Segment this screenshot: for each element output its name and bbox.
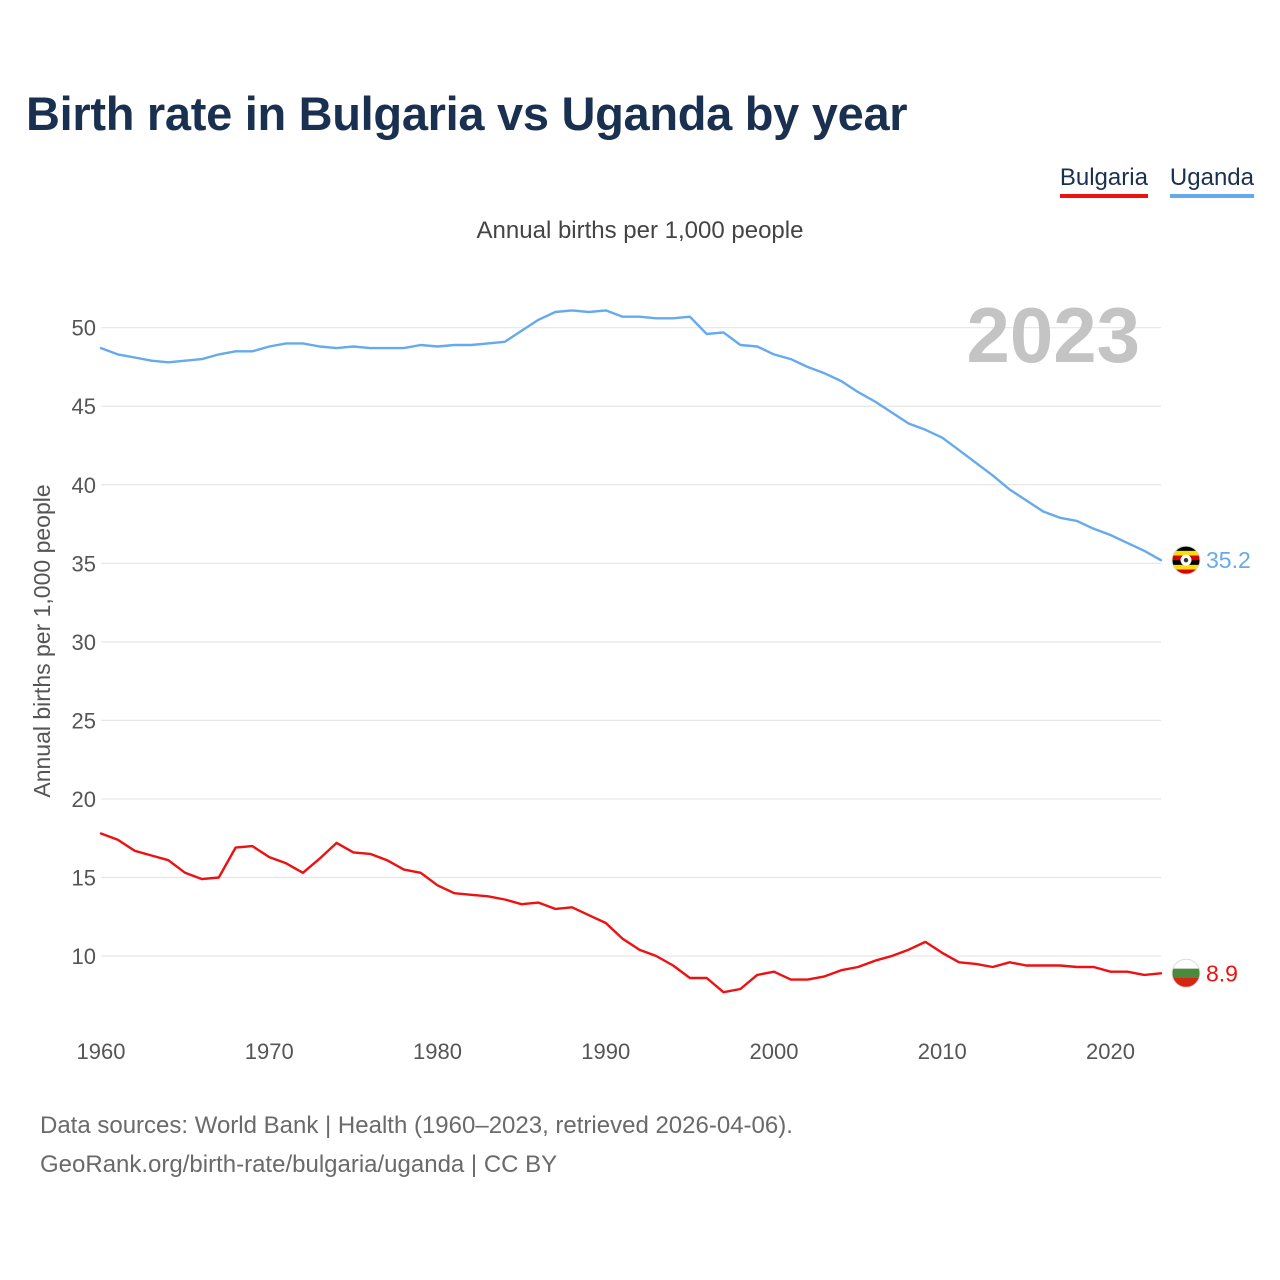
legend: Bulgaria Uganda [1059, 164, 1254, 198]
x-tick-label: 1990 [581, 1039, 630, 1064]
x-tick-label: 1980 [413, 1039, 462, 1064]
legend-item-bulgaria[interactable]: Bulgaria [1059, 164, 1148, 198]
page-title: Birth rate in Bulgaria vs Uganda by year [26, 87, 908, 140]
legend-item-uganda[interactable]: Uganda [1169, 164, 1254, 198]
end-markers: 35.2 8.9 [1171, 545, 1251, 988]
x-tick-label: 2010 [918, 1039, 967, 1064]
end-value-label-bulgaria: 8.9 [1206, 960, 1238, 986]
y-tick-label: 10 [72, 944, 96, 969]
y-tick-label: 25 [72, 708, 96, 733]
x-tick-label: 2020 [1086, 1039, 1135, 1064]
source-notes: Data sources: World Bank | Health (1960–… [40, 1106, 793, 1184]
flag-uganda-icon [1171, 545, 1201, 575]
line-chart: 10 15 20 25 30 35 40 45 50 1960 1970 1980 1990 2000 2… [29, 291, 1251, 1064]
series-line-bulgaria [99, 832, 1163, 994]
y-axis: 10 15 20 25 30 35 40 45 50 [72, 316, 96, 969]
series-layer [99, 309, 1163, 994]
end-value-label-uganda: 35.2 [1206, 547, 1251, 573]
y-tick-label: 45 [72, 394, 96, 419]
x-tick-label: 1960 [77, 1039, 126, 1064]
year-watermark: 2023 [966, 291, 1140, 379]
x-axis: 1960 1970 1980 1990 2000 2010 2020 [77, 1039, 1135, 1064]
y-tick-label: 35 [72, 551, 96, 576]
y-tick-label: 20 [72, 787, 96, 812]
y-axis-label: Annual births per 1,000 people [29, 484, 55, 797]
y-tick-label: 50 [72, 316, 96, 341]
x-tick-label: 1970 [245, 1039, 294, 1064]
chart-subtitle: Annual births per 1,000 people [476, 217, 804, 244]
flag-bulgaria-icon [1171, 958, 1201, 988]
grid-layer [101, 327, 1161, 957]
source-line-1: Data sources: World Bank | Health (1960–… [40, 1112, 793, 1139]
source-line-2: GeoRank.org/birth-rate/bulgaria/uganda |… [40, 1151, 558, 1178]
y-tick-label: 30 [72, 630, 96, 655]
x-tick-label: 2000 [750, 1039, 799, 1064]
y-tick-label: 40 [72, 473, 96, 498]
y-tick-label: 15 [72, 865, 96, 890]
series-line-uganda [99, 309, 1163, 562]
